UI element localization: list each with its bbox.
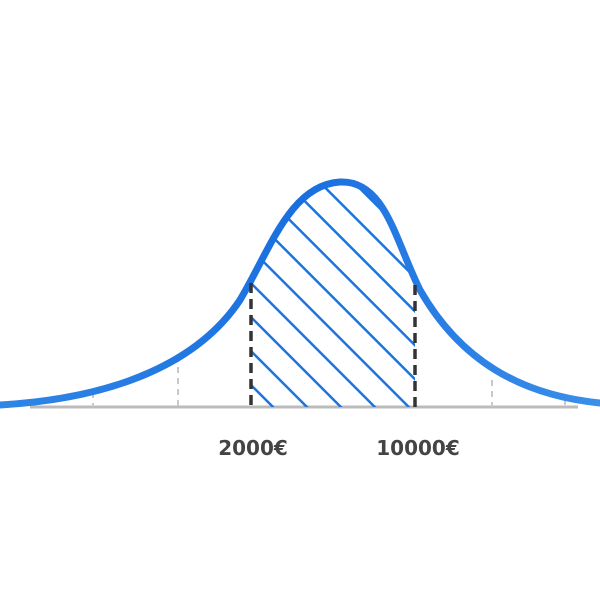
hatched-area [250, 181, 415, 407]
marker-label: 2000€ [218, 436, 288, 460]
marker-label: 10000€ [376, 436, 460, 460]
bell-curve [0, 178, 600, 409]
